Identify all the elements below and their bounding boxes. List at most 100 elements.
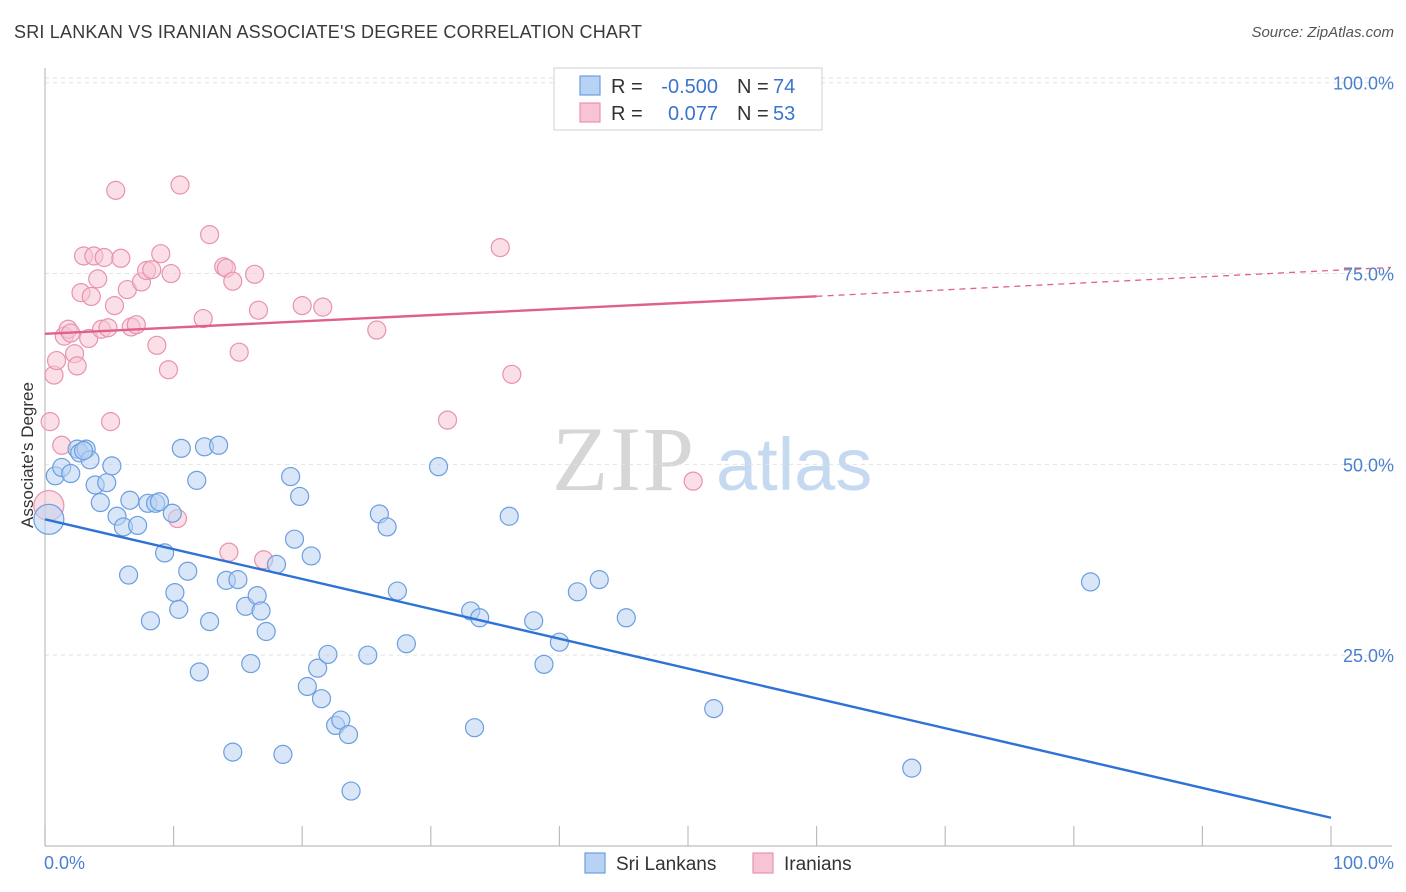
sri-lankan-point bbox=[165, 582, 185, 603]
legend-r-label-2: R = bbox=[611, 103, 643, 125]
iranian-point bbox=[200, 225, 220, 245]
bottom-legend-label-iranians: Iranians bbox=[784, 854, 852, 875]
iranians-trend-line bbox=[44, 295, 817, 336]
sri-lankan-point bbox=[178, 561, 198, 581]
sri-lankan-point bbox=[241, 653, 261, 674]
trend-lines bbox=[44, 266, 1392, 819]
iranian-point bbox=[229, 342, 249, 362]
sri-lankan-point bbox=[301, 546, 321, 566]
iranian-point bbox=[147, 335, 167, 355]
iranian-point bbox=[67, 356, 87, 376]
sri-lankan-point bbox=[189, 662, 209, 682]
sri-lankan-point bbox=[567, 582, 588, 602]
series-legend: Sri Lankans Iranians bbox=[584, 852, 852, 875]
sri-lankan-point bbox=[549, 632, 570, 652]
sri-lankan-point bbox=[524, 611, 544, 631]
sri-lankan-point bbox=[281, 466, 301, 487]
y-tick-label-50: 50.0% bbox=[1343, 455, 1394, 475]
sri-lankan-point bbox=[358, 645, 378, 665]
sri-lankan-point bbox=[318, 644, 338, 665]
sri-lankan-point bbox=[162, 503, 182, 523]
iranian-point bbox=[161, 263, 181, 284]
sri-lankan-point bbox=[308, 658, 328, 678]
sri-lankan-point bbox=[297, 676, 317, 697]
source-label: Source: ZipAtlas.com bbox=[1251, 24, 1394, 41]
legend-n-value-2: 53 bbox=[773, 103, 795, 125]
iranian-point bbox=[98, 318, 118, 338]
legend-r-label-1: R = bbox=[611, 76, 643, 98]
correlation-legend: R = -0.500 N = 74 R = 0.077 N = 53 bbox=[553, 67, 823, 131]
iranian-point bbox=[151, 244, 171, 264]
sri-lankan-point bbox=[377, 517, 397, 537]
iranian-point bbox=[490, 238, 510, 258]
sri-lankan-point bbox=[616, 608, 636, 628]
bottom-legend-label-sri-lankans: Sri Lankans bbox=[616, 854, 716, 875]
legend-r-value-1: -0.500 bbox=[661, 76, 718, 98]
iranian-point bbox=[81, 286, 101, 307]
sri-lankan-point bbox=[902, 758, 922, 778]
sri-lankan-point bbox=[387, 581, 407, 601]
iranian-point bbox=[88, 269, 108, 289]
sri-lankan-point bbox=[251, 601, 271, 621]
iranian-point bbox=[126, 315, 146, 335]
sri-lankan-point bbox=[120, 490, 140, 510]
iranian-point bbox=[106, 180, 126, 200]
bottom-legend-swatch-sri-lankans bbox=[584, 852, 606, 874]
sri-lankan-point bbox=[499, 506, 519, 526]
legend-n-label-2: N = bbox=[737, 103, 769, 125]
iranian-point bbox=[94, 247, 114, 268]
sri-lankan-point bbox=[341, 781, 361, 801]
sri-lankan-point bbox=[223, 742, 243, 762]
iranian-point bbox=[100, 412, 121, 432]
iranian-point bbox=[193, 308, 213, 329]
sri-lankan-point bbox=[61, 463, 81, 484]
sri-lankan-point bbox=[338, 724, 359, 745]
sri-lankan-point bbox=[290, 486, 310, 507]
sri-lankan-point bbox=[704, 699, 724, 719]
gridlines bbox=[45, 77, 1392, 656]
iranian-point bbox=[292, 296, 312, 316]
sri-lankans-points bbox=[33, 435, 1101, 801]
iranian-point bbox=[223, 271, 243, 291]
iranian-point bbox=[104, 296, 125, 316]
y-tick-label-25: 25.0% bbox=[1343, 646, 1394, 666]
sri-lankan-point bbox=[589, 570, 609, 590]
chart-title: SRI LANKAN VS IRANIAN ASSOCIATE'S DEGREE… bbox=[14, 22, 643, 42]
iranian-point bbox=[111, 248, 131, 268]
iranians-points bbox=[33, 73, 734, 570]
iranian-point bbox=[158, 360, 179, 380]
x-tick-label-min: 0.0% bbox=[44, 853, 85, 873]
sri-lankan-point bbox=[209, 435, 229, 455]
sri-lankan-point bbox=[256, 621, 276, 642]
sri-lankan-point bbox=[90, 492, 110, 513]
iranian-point bbox=[313, 297, 333, 317]
iranian-point bbox=[245, 264, 265, 284]
iranian-point bbox=[248, 300, 269, 320]
sri-lankan-point bbox=[228, 570, 248, 590]
iranian-point bbox=[502, 364, 522, 384]
sri-lankan-point bbox=[97, 473, 117, 493]
legend-n-label-1: N = bbox=[737, 76, 769, 98]
iranian-point bbox=[46, 350, 67, 371]
x-tick-marks bbox=[44, 826, 1332, 846]
y-tick-label-75: 75.0% bbox=[1343, 265, 1394, 285]
iranians-trend-line-extension bbox=[816, 266, 1392, 297]
sri-lankan-point bbox=[149, 492, 170, 512]
legend-swatch-sri-lankans bbox=[579, 75, 601, 96]
sri-lankan-point bbox=[428, 457, 449, 477]
sri-lankan-point bbox=[169, 599, 189, 619]
sri-lankan-point bbox=[396, 634, 416, 654]
sri-lankan-point bbox=[102, 456, 122, 476]
y-tick-label-100: 100.0% bbox=[1333, 74, 1394, 94]
sri-lankan-point bbox=[284, 529, 305, 549]
iranian-point bbox=[219, 542, 239, 562]
sri-lankan-point bbox=[273, 744, 293, 765]
sri-lankan-point bbox=[127, 515, 148, 536]
iranian-point bbox=[683, 471, 703, 491]
legend-swatch-iranians bbox=[579, 102, 601, 123]
iranian-point bbox=[367, 320, 387, 340]
iranian-point bbox=[170, 175, 190, 195]
y-axis-title: Associate's Degree bbox=[18, 382, 37, 528]
sri-lankan-point bbox=[171, 438, 191, 458]
